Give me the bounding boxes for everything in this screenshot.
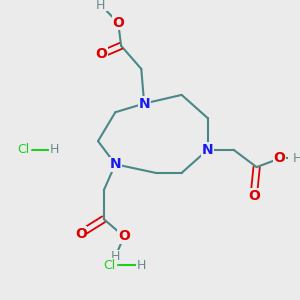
Text: O: O [274,152,286,165]
Text: O: O [118,230,130,243]
Text: O: O [112,16,124,30]
Text: H: H [96,0,106,12]
Text: N: N [138,97,150,111]
Text: O: O [248,189,260,203]
Text: Cl: Cl [17,143,29,156]
Text: H: H [292,152,300,165]
Text: Cl: Cl [103,259,116,272]
Text: O: O [95,47,107,61]
Text: H: H [50,143,59,156]
Text: N: N [202,143,213,157]
Text: H: H [136,259,146,272]
Text: O: O [75,226,87,241]
Text: H: H [111,250,120,263]
Text: N: N [110,157,121,171]
